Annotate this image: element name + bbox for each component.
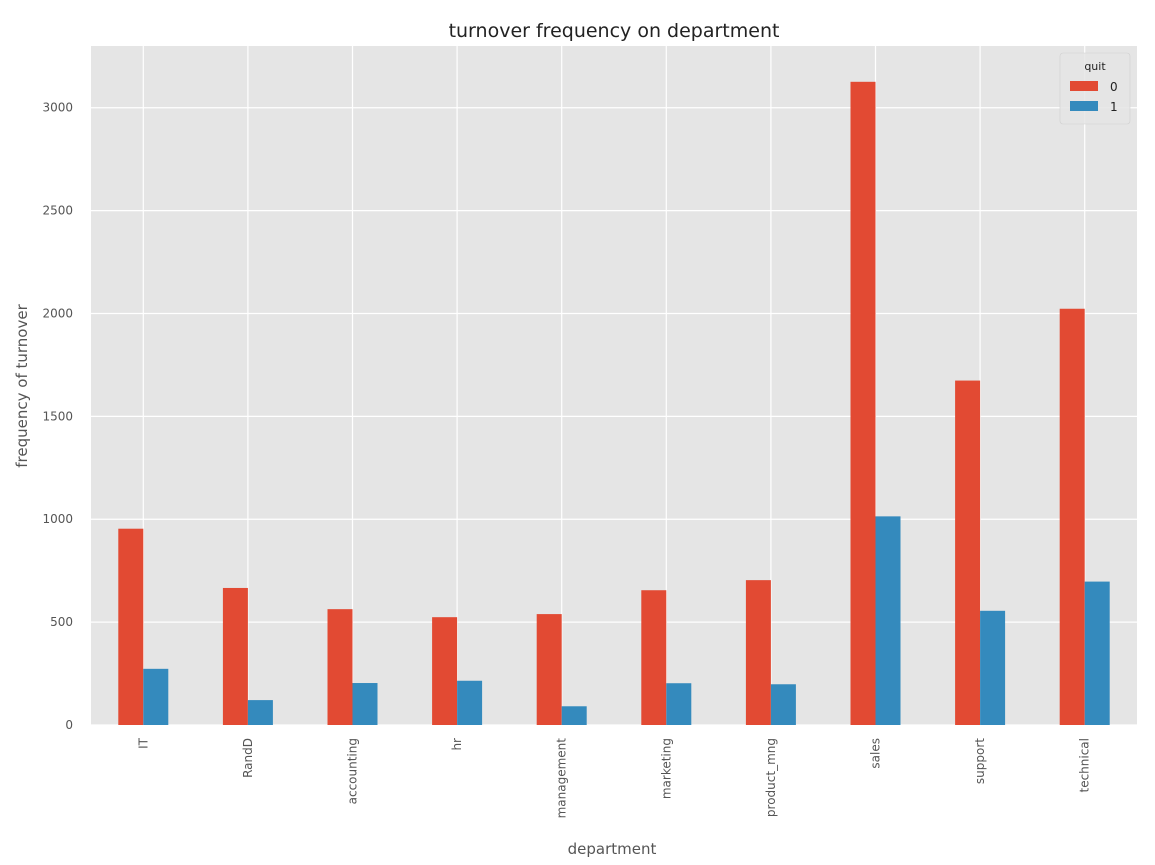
- x-tick-label: management: [555, 738, 569, 819]
- legend-title: quit: [1084, 60, 1106, 73]
- bar-technical-quit-1: [1084, 581, 1110, 725]
- legend-label: 0: [1110, 80, 1118, 94]
- bar-hr-quit-1: [457, 680, 483, 725]
- bars: [118, 81, 1110, 725]
- bar-product_mng-quit-1: [770, 684, 796, 725]
- bar-management-quit-1: [561, 706, 587, 725]
- bar-technical-quit-0: [1059, 308, 1085, 725]
- x-tick-label: support: [973, 738, 987, 784]
- bar-accounting-quit-0: [327, 609, 353, 725]
- y-axis-label: frequency of turnover: [13, 303, 31, 467]
- y-tick-label: 500: [50, 615, 73, 629]
- x-tick-label: RandD: [241, 738, 255, 778]
- bar-management-quit-0: [536, 614, 562, 725]
- y-tick-label: 2000: [42, 306, 73, 320]
- bar-RandD-quit-0: [222, 587, 248, 725]
- bar-support-quit-0: [955, 380, 981, 725]
- legend: quit 0 1: [1059, 52, 1131, 125]
- bar-RandD-quit-1: [247, 700, 273, 725]
- x-tick-label: accounting: [346, 738, 360, 804]
- y-tick-label: 1500: [42, 409, 73, 423]
- legend-swatch: [1070, 101, 1098, 111]
- bar-support-quit-1: [980, 610, 1006, 725]
- bar-marketing-quit-0: [641, 590, 667, 725]
- bar-IT-quit-0: [118, 528, 144, 725]
- x-tick-label: marketing: [659, 738, 673, 799]
- bar-hr-quit-0: [432, 617, 458, 725]
- y-tick-label: 2500: [42, 204, 73, 218]
- y-tick-label: 1000: [42, 512, 73, 526]
- bar-sales-quit-1: [875, 516, 901, 725]
- legend-label: 1: [1110, 100, 1118, 114]
- x-tick-label: technical: [1078, 738, 1092, 793]
- y-tick-label: 0: [65, 718, 73, 732]
- x-axis-ticks: IT RandD accounting hr management marketing pr…: [136, 737, 1091, 818]
- x-tick-label: product_mng: [764, 738, 778, 817]
- x-axis-label: department: [568, 840, 657, 858]
- x-tick-label: sales: [869, 738, 883, 769]
- bar-sales-quit-0: [850, 81, 876, 725]
- chart-title: turnover frequency on department: [449, 20, 780, 42]
- y-tick-label: 3000: [42, 101, 73, 115]
- y-axis-ticks: 0 500 1000 1500 2000 2500 3000: [42, 101, 73, 732]
- x-tick-label: IT: [136, 737, 150, 749]
- bar-IT-quit-1: [143, 668, 169, 725]
- bar-product_mng-quit-0: [745, 580, 771, 725]
- bar-marketing-quit-1: [666, 683, 692, 725]
- legend-swatch: [1070, 81, 1098, 91]
- bar-accounting-quit-1: [352, 683, 378, 725]
- x-tick-label: hr: [450, 738, 464, 751]
